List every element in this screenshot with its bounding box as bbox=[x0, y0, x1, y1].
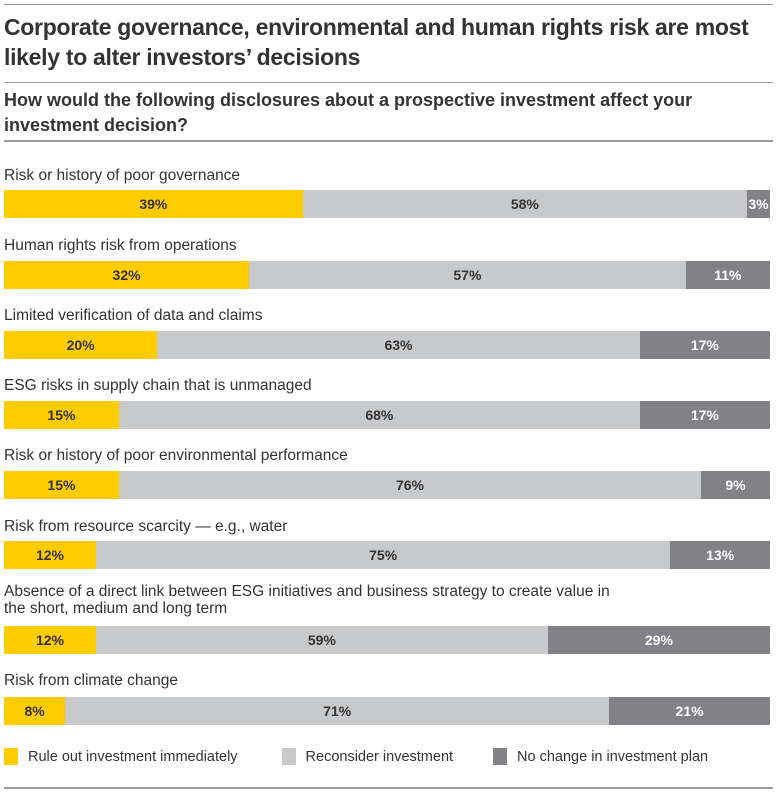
rule-out-segment: 32% bbox=[4, 261, 250, 289]
rule-out-segment: 15% bbox=[4, 401, 119, 429]
reconsider-segment: 58% bbox=[302, 190, 747, 218]
chart-row: Limited verification of data and claims 2… bbox=[4, 307, 770, 359]
stacked-bar: 39% 58% 3% bbox=[4, 190, 770, 218]
category-label: Absence of a direct link between ESG ini… bbox=[4, 583, 610, 617]
stacked-bar: 12% 75% 13% bbox=[4, 541, 770, 569]
rule-out-segment: 8% bbox=[4, 697, 66, 725]
category-label: Human rights risk from operations bbox=[4, 237, 237, 254]
data-label: 75% bbox=[369, 547, 398, 563]
data-label: 17% bbox=[690, 407, 719, 423]
data-label: 17% bbox=[690, 337, 719, 353]
chart-row: Risk or history of poor governance 39% 58%… bbox=[4, 167, 770, 218]
data-label: 9% bbox=[725, 477, 746, 493]
category-label: Risk or history of poor governance bbox=[4, 167, 241, 184]
data-label: 68% bbox=[365, 407, 394, 423]
no-change-segment: 13% bbox=[670, 541, 770, 569]
rule-out-segment: 39% bbox=[4, 190, 303, 218]
stacked-bar: 12% 59% 29% bbox=[4, 626, 770, 654]
category-label: Risk or history of poor environmental pe… bbox=[4, 447, 348, 464]
chart-row: Risk from climate change 8% 71% 21% bbox=[4, 672, 770, 725]
chart-row: ESG risks in supply chain that is unmana… bbox=[4, 377, 770, 429]
legend-label: Rule out investment immediately bbox=[28, 748, 238, 765]
legend: Rule out investment immediately Reconside… bbox=[4, 748, 748, 765]
data-label: 58% bbox=[510, 196, 539, 212]
rule-out-segment: 12% bbox=[4, 626, 96, 654]
stacked-bar: 32% 57% 11% bbox=[4, 261, 770, 289]
stacked-bar: 20% 63% 17% bbox=[4, 331, 770, 359]
reconsider-segment: 75% bbox=[95, 541, 671, 569]
data-label: 32% bbox=[112, 267, 141, 283]
data-label: 8% bbox=[24, 703, 45, 719]
stacked-bar: 8% 71% 21% bbox=[4, 697, 770, 725]
data-label: 21% bbox=[675, 703, 704, 719]
chart-subtitle: How would the following disclosures abou… bbox=[4, 90, 693, 135]
data-label: 39% bbox=[139, 196, 168, 212]
chart-row: Risk or history of poor environmental pe… bbox=[4, 447, 770, 499]
category-label: Risk from resource scarcity — e.g., wate… bbox=[4, 518, 288, 535]
stacked-bar: 15% 68% 17% bbox=[4, 401, 770, 429]
rule-out-segment: 15% bbox=[4, 471, 119, 499]
legend-swatch bbox=[281, 748, 296, 765]
data-label: 63% bbox=[384, 337, 413, 353]
data-label: 11% bbox=[714, 267, 742, 283]
subtitle-rule bbox=[4, 140, 773, 142]
stacked-bar: 15% 76% 9% bbox=[4, 471, 770, 499]
bottom-rule bbox=[4, 787, 773, 789]
data-label: 29% bbox=[644, 632, 673, 648]
category-label: ESG risks in supply chain that is unmana… bbox=[4, 377, 312, 394]
no-change-segment: 17% bbox=[639, 401, 770, 429]
reconsider-segment: 63% bbox=[157, 331, 640, 359]
chart-row: Absence of a direct link between ESG ini… bbox=[4, 583, 770, 654]
data-label: 71% bbox=[323, 703, 352, 719]
chart-title: Corporate governance, environmental and … bbox=[4, 14, 749, 70]
data-label: 15% bbox=[47, 477, 76, 493]
data-label: 57% bbox=[453, 267, 482, 283]
reconsider-segment: 68% bbox=[118, 401, 640, 429]
rule-out-segment: 20% bbox=[4, 331, 158, 359]
title-rule bbox=[4, 82, 773, 83]
reconsider-segment: 71% bbox=[65, 697, 610, 725]
data-label: 20% bbox=[66, 337, 95, 353]
data-label: 59% bbox=[307, 632, 336, 648]
chart-row: Human rights risk from operations 32% 57% 1… bbox=[4, 237, 770, 289]
legend-label: Reconsider investment bbox=[305, 748, 454, 765]
data-label: 15% bbox=[47, 407, 76, 423]
legend-item: Reconsider investment bbox=[281, 748, 454, 765]
no-change-segment: 29% bbox=[547, 626, 770, 654]
no-change-segment: 17% bbox=[639, 331, 770, 359]
category-label: Risk from climate change bbox=[4, 672, 179, 689]
chart-row: Risk from resource scarcity — e.g., wate… bbox=[4, 518, 770, 569]
legend-swatch bbox=[4, 748, 18, 765]
top-rule bbox=[4, 4, 773, 5]
no-change-segment: 3% bbox=[747, 190, 770, 218]
data-label: 12% bbox=[35, 547, 64, 563]
data-label: 76% bbox=[395, 477, 424, 493]
no-change-segment: 11% bbox=[685, 261, 770, 289]
rule-out-segment: 12% bbox=[4, 541, 96, 569]
legend-item: No change in investment plan bbox=[493, 748, 708, 765]
legend-label: No change in investment plan bbox=[517, 748, 709, 765]
reconsider-segment: 76% bbox=[118, 471, 702, 499]
reconsider-segment: 59% bbox=[95, 626, 548, 654]
legend-swatch bbox=[493, 748, 508, 765]
data-label: 13% bbox=[706, 547, 735, 563]
no-change-segment: 9% bbox=[701, 471, 770, 499]
data-label: 12% bbox=[35, 632, 64, 648]
category-label: Limited verification of data and claims bbox=[4, 307, 263, 324]
no-change-segment: 21% bbox=[609, 697, 770, 725]
reconsider-segment: 57% bbox=[249, 261, 686, 289]
data-label: 3% bbox=[748, 196, 769, 212]
legend-item: Rule out investment immediately bbox=[4, 748, 238, 765]
